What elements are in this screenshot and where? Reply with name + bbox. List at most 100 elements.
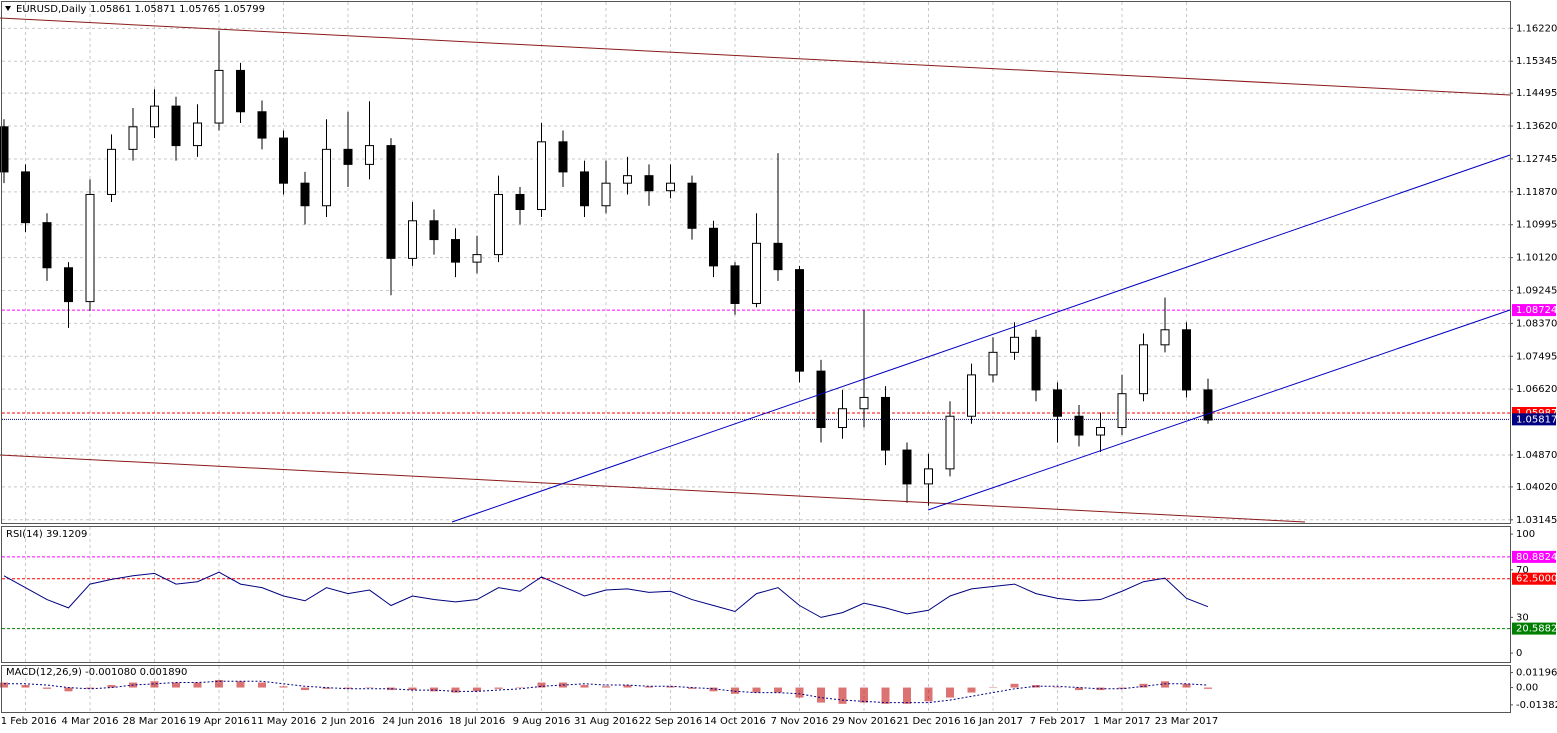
candle-body	[21, 171, 30, 224]
candle-body	[408, 220, 417, 259]
x-tick-label: 28 Mar 2016	[123, 716, 186, 727]
macd-bar	[258, 682, 266, 688]
candle-body	[924, 468, 933, 485]
macd-bar	[473, 687, 481, 692]
level-label-box	[1512, 572, 1556, 585]
x-tick-label: 23 Mar 2017	[1155, 716, 1218, 727]
y-tick-label: 70	[1516, 565, 1529, 576]
candle-body	[85, 193, 95, 303]
candle-body	[386, 145, 396, 259]
candle-body	[537, 141, 546, 210]
candle-body	[838, 408, 847, 429]
macd-bar	[709, 687, 718, 692]
candle-body	[988, 351, 998, 376]
macd-bar	[1182, 683, 1191, 688]
level-label: 62.5000	[1516, 574, 1557, 585]
candle-body	[150, 105, 159, 128]
candle-body	[967, 374, 976, 417]
macd-bar	[989, 687, 997, 689]
candle-body	[1096, 427, 1105, 436]
x-tick-label: 21 Dec 2016	[897, 716, 961, 727]
macd-bar	[215, 680, 223, 688]
y-tick-label: 1.04020	[1516, 482, 1557, 493]
x-tick-label: 11 May 2016	[251, 716, 316, 727]
macd-bar	[967, 687, 976, 693]
signal-line	[4, 680, 1209, 704]
y-tick-label: 30	[1516, 612, 1529, 623]
y-tick-label: -0.013825	[1516, 700, 1557, 711]
trendline	[927, 309, 1511, 511]
candle-body	[1010, 336, 1019, 353]
macd-bar	[0, 682, 8, 688]
macd-bar	[602, 686, 610, 688]
level-label-box	[1512, 622, 1556, 635]
rsi-pane	[1, 526, 1511, 663]
macd-bar	[172, 682, 180, 688]
macd-bar	[408, 687, 417, 691]
x-tick-label: 22 Sep 2016	[639, 716, 702, 727]
macd-bar	[537, 682, 546, 688]
x-tick-label: 7 Nov 2016	[771, 716, 829, 727]
candle-body	[1182, 329, 1191, 391]
candle-body	[709, 227, 718, 267]
macd-bar	[1161, 681, 1169, 688]
macd-bar	[1118, 687, 1126, 689]
macd-bar	[64, 687, 73, 692]
macd-bar	[903, 687, 911, 704]
y-tick-label: 0.011967	[1516, 668, 1557, 679]
candle-body	[816, 370, 826, 429]
macd-bar	[43, 687, 51, 689]
pane-frames	[1, 1, 1511, 713]
candle-body	[730, 265, 740, 304]
candle-body	[214, 69, 224, 124]
candle-body	[795, 269, 804, 372]
macd-bar	[795, 687, 804, 698]
macd-bar	[666, 686, 675, 688]
y-tick-label: 1.08370	[1516, 318, 1557, 329]
candle-body	[752, 242, 761, 304]
y-tick-label: 100	[1516, 529, 1535, 540]
candle-body	[1053, 389, 1062, 417]
quote: 1.05861 1.05871 1.05765 1.05799	[90, 4, 265, 15]
macd-bar	[86, 687, 94, 689]
y-tick-label: 1.04870	[1516, 450, 1557, 461]
macd-bar	[1139, 683, 1148, 688]
macd-bar	[150, 681, 159, 688]
y-tick-label: 1.10120	[1516, 253, 1557, 264]
candle-body	[902, 449, 912, 485]
macd-pane	[1, 665, 1511, 713]
macd-bar	[623, 685, 632, 688]
x-tick-label: 29 Nov 2016	[832, 716, 896, 727]
macd-bar	[752, 687, 761, 693]
trendline	[0, 454, 1306, 523]
x-tick-label: 9 Aug 2016	[513, 716, 571, 727]
trendlines	[0, 17, 1511, 523]
y-tick-label: 1.07495	[1516, 351, 1557, 362]
candle-body	[515, 193, 525, 210]
candle-body	[300, 182, 310, 207]
menu-arrow[interactable]	[5, 6, 11, 11]
candle-body	[580, 171, 589, 207]
macd-bar	[387, 687, 395, 691]
candle-body	[171, 105, 181, 147]
level-label-box	[1512, 550, 1556, 563]
candle-body	[429, 220, 439, 241]
macd-bar	[1032, 685, 1040, 688]
candle-body	[881, 396, 890, 451]
candle-body	[365, 145, 374, 165]
candle-body	[687, 182, 697, 229]
candle-body	[666, 182, 675, 192]
x-tick-label: 11 Feb 2016	[0, 716, 57, 727]
candle-body	[236, 69, 245, 113]
x-tick-label: 31 Aug 2016	[574, 716, 638, 727]
candle-body	[279, 137, 288, 184]
macd-bar	[236, 681, 245, 688]
level-label-box	[1512, 304, 1556, 317]
level-label: 80.8824	[1516, 552, 1557, 563]
y-tick-label: 1.10995	[1516, 220, 1557, 231]
candle-body	[859, 396, 869, 410]
macd-bar	[946, 687, 954, 698]
macd-bar	[1075, 687, 1083, 691]
macd-bar	[817, 687, 825, 703]
